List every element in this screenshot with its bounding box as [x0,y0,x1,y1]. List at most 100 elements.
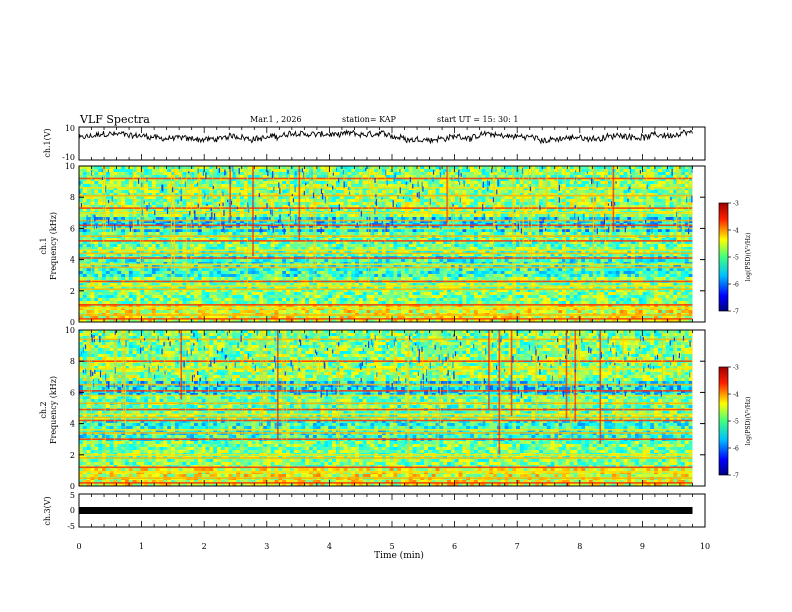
spectrogram-cell [286,166,291,170]
spectrogram-cell [148,220,153,224]
spectrogram-cell [309,205,314,209]
spectrogram-cell [324,214,329,218]
spectrogram-cell [282,166,287,170]
spectrogram-cell [289,196,295,200]
spectrogram-cell [378,190,383,194]
spectrogram-cell [504,205,509,209]
spectrogram-cell [389,184,394,188]
spectrogram-cell [113,193,118,197]
spectrogram-cell [358,172,364,176]
spectrogram-cell [508,214,513,218]
spectrogram-cell [343,217,348,221]
spectrogram-cell [201,232,206,236]
spectrogram-cell [431,196,436,200]
spectrogram-cell [128,244,133,248]
spectrogram-cell [638,244,643,248]
spectrogram-cell [255,217,260,221]
spectrogram-cell [167,229,172,233]
spectrogram-cell [86,220,91,224]
spectrogram-cell [542,166,548,170]
spectrogram-cell [94,199,99,203]
spectrogram-cell [665,214,670,218]
spectrogram-cell [638,229,643,233]
spectrogram-cell [378,199,383,203]
spectrogram-cell [634,196,640,200]
spectrogram-cell [328,214,333,218]
spectrogram-cell [197,244,202,248]
spectrogram-cell [351,202,356,206]
spectrogram-cell [178,220,183,224]
spectrogram-cell [500,181,505,185]
spectrogram-cell [623,196,628,200]
spectrogram-cell [665,217,670,221]
spectrogram-cell [577,181,582,185]
spectrogram-cell [623,220,628,224]
spectrogram-cell [274,202,279,206]
spectrogram-cell [332,196,337,200]
spectrogram-cell [673,172,678,176]
spectrogram-cell [604,214,609,218]
spectrogram-cell [190,199,195,203]
spectrogram-cell [466,190,471,194]
spectrogram-cell [194,199,199,203]
spectrogram-cell [447,220,452,224]
spectrogram-cell [473,220,479,224]
spectrogram-cell [646,178,651,182]
spectrogram-cell [98,181,103,185]
spectrogram-cell [125,178,130,182]
spectrogram-cell [190,166,195,170]
spectrogram-cell [351,175,356,179]
spectrogram-cell [389,193,394,197]
spectrogram-cell [144,178,149,182]
spectrogram-cell [205,220,210,224]
spectrogram-cell [259,169,264,173]
spectrogram-cell [638,193,643,197]
spectrogram-cell [397,169,402,173]
spectrogram-cell [190,190,195,194]
spectrogram-cell [171,202,176,206]
spectrogram-cell [550,184,555,188]
spectrogram-cell [562,193,567,197]
spectrogram-cell [443,220,448,224]
spectrogram-cell [286,187,291,191]
spectrogram-cell [132,217,137,221]
spectrogram-cell [435,181,440,185]
spectrogram-cell [174,229,179,233]
spectrogram-cell [167,202,172,206]
spectrogram-cell [638,181,643,185]
spectrogram-cell [316,187,321,191]
spectrogram-cell [182,244,187,248]
spectrogram-cell [132,202,137,206]
spectrogram-cell [519,196,525,200]
spectrogram-cell [247,187,252,191]
spectrogram-cell [550,181,555,185]
spectrogram-cell [569,229,574,233]
spectrogram-cell [155,202,160,206]
spectrogram-cell [596,199,601,203]
spectrogram-cell [397,187,402,191]
spectrogram-cell [113,220,118,224]
spectrogram-cell [105,175,110,179]
spectrogram-cell [109,175,114,179]
spectrogram-cell [504,199,509,203]
spectrogram-cell [167,220,172,224]
spectrogram-cell [550,190,555,194]
spectrogram-cell [186,205,191,209]
spectrogram-cell [117,172,122,176]
spectrogram-cell [397,208,402,212]
spectrogram-cell [673,196,678,200]
spectrogram-cell [477,172,482,176]
spectrogram-cell [401,199,406,203]
spectrogram-cell [332,208,337,212]
spectrogram-cell [190,169,195,173]
spectrogram-cell [531,205,536,209]
spectrogram-cell [86,169,91,173]
spectrogram-cell [535,172,540,176]
spectrogram-cell [374,172,379,176]
spectrogram-cell [485,229,490,233]
spectrogram-cell [201,169,206,173]
spectrogram-cell [435,214,440,218]
spectrogram-cell [385,196,390,200]
spectrogram-cell [466,172,471,176]
spectrogram-cell [665,187,670,191]
